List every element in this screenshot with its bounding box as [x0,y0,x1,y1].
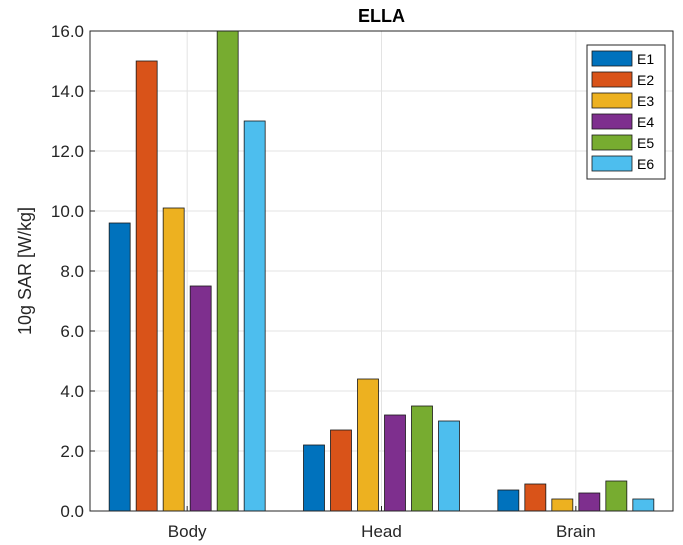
bar-e2-brain [524,483,547,512]
bar-e4-head [384,414,406,512]
bar-e6-head [438,420,460,512]
y-tick-label: 12.0 [51,142,84,161]
legend-swatch-e1 [591,50,633,67]
bar-e3-body [162,207,185,512]
y-tick-label: 4.0 [60,382,84,401]
legend-swatch-e4 [591,113,633,130]
legend-label-e1: E1 [637,51,654,67]
y-tick-label: 0.0 [60,502,84,521]
x-tick-label: Brain [556,522,596,541]
legend-label-e4: E4 [637,114,654,130]
legend-swatch-e3 [591,92,633,109]
x-tick-label: Head [361,522,402,541]
bar-e4-body [189,285,212,512]
bar-e6-brain [632,498,655,512]
chart-title: ELLA [358,6,405,26]
bars [108,30,655,512]
bar-e4-brain [578,492,601,512]
legend: E1 E2 E3 E4 E5 E6 [586,44,666,180]
legend-label-e2: E2 [637,72,654,88]
bar-e3-head [357,378,379,512]
bar-e5-body [216,30,239,512]
bar-e6-body [243,120,266,512]
bar-e2-head [330,429,352,512]
legend-label-e5: E5 [637,135,654,151]
x-tick-label: Body [168,522,207,541]
legend-label-e3: E3 [637,93,654,109]
y-tick-label: 6.0 [60,322,84,341]
bar-e3-brain [551,498,574,512]
x-tick-labels: Body Head Brain [168,506,596,541]
legend-swatch-e2 [591,71,633,88]
bar-e1-body [108,222,131,512]
legend-swatch-e6 [591,155,633,172]
legend-swatch-e5 [591,134,633,151]
y-tick-labels: 0.0 2.0 4.0 6.0 8.0 10.0 12.0 14.0 16.0 [51,22,95,521]
y-tick-label: 10.0 [51,202,84,221]
bar-e5-head [411,405,433,512]
y-tick-label: 16.0 [51,22,84,41]
legend-label-e6: E6 [637,156,654,172]
y-tick-label: 8.0 [60,262,84,281]
bar-e5-brain [605,480,628,512]
y-axis-title: 10g SAR [W/kg] [15,207,35,335]
bar-e1-brain [497,489,520,512]
y-tick-label: 2.0 [60,442,84,461]
bar-e2-body [135,60,158,512]
bar-e1-head [303,444,325,512]
y-tick-label: 14.0 [51,82,84,101]
